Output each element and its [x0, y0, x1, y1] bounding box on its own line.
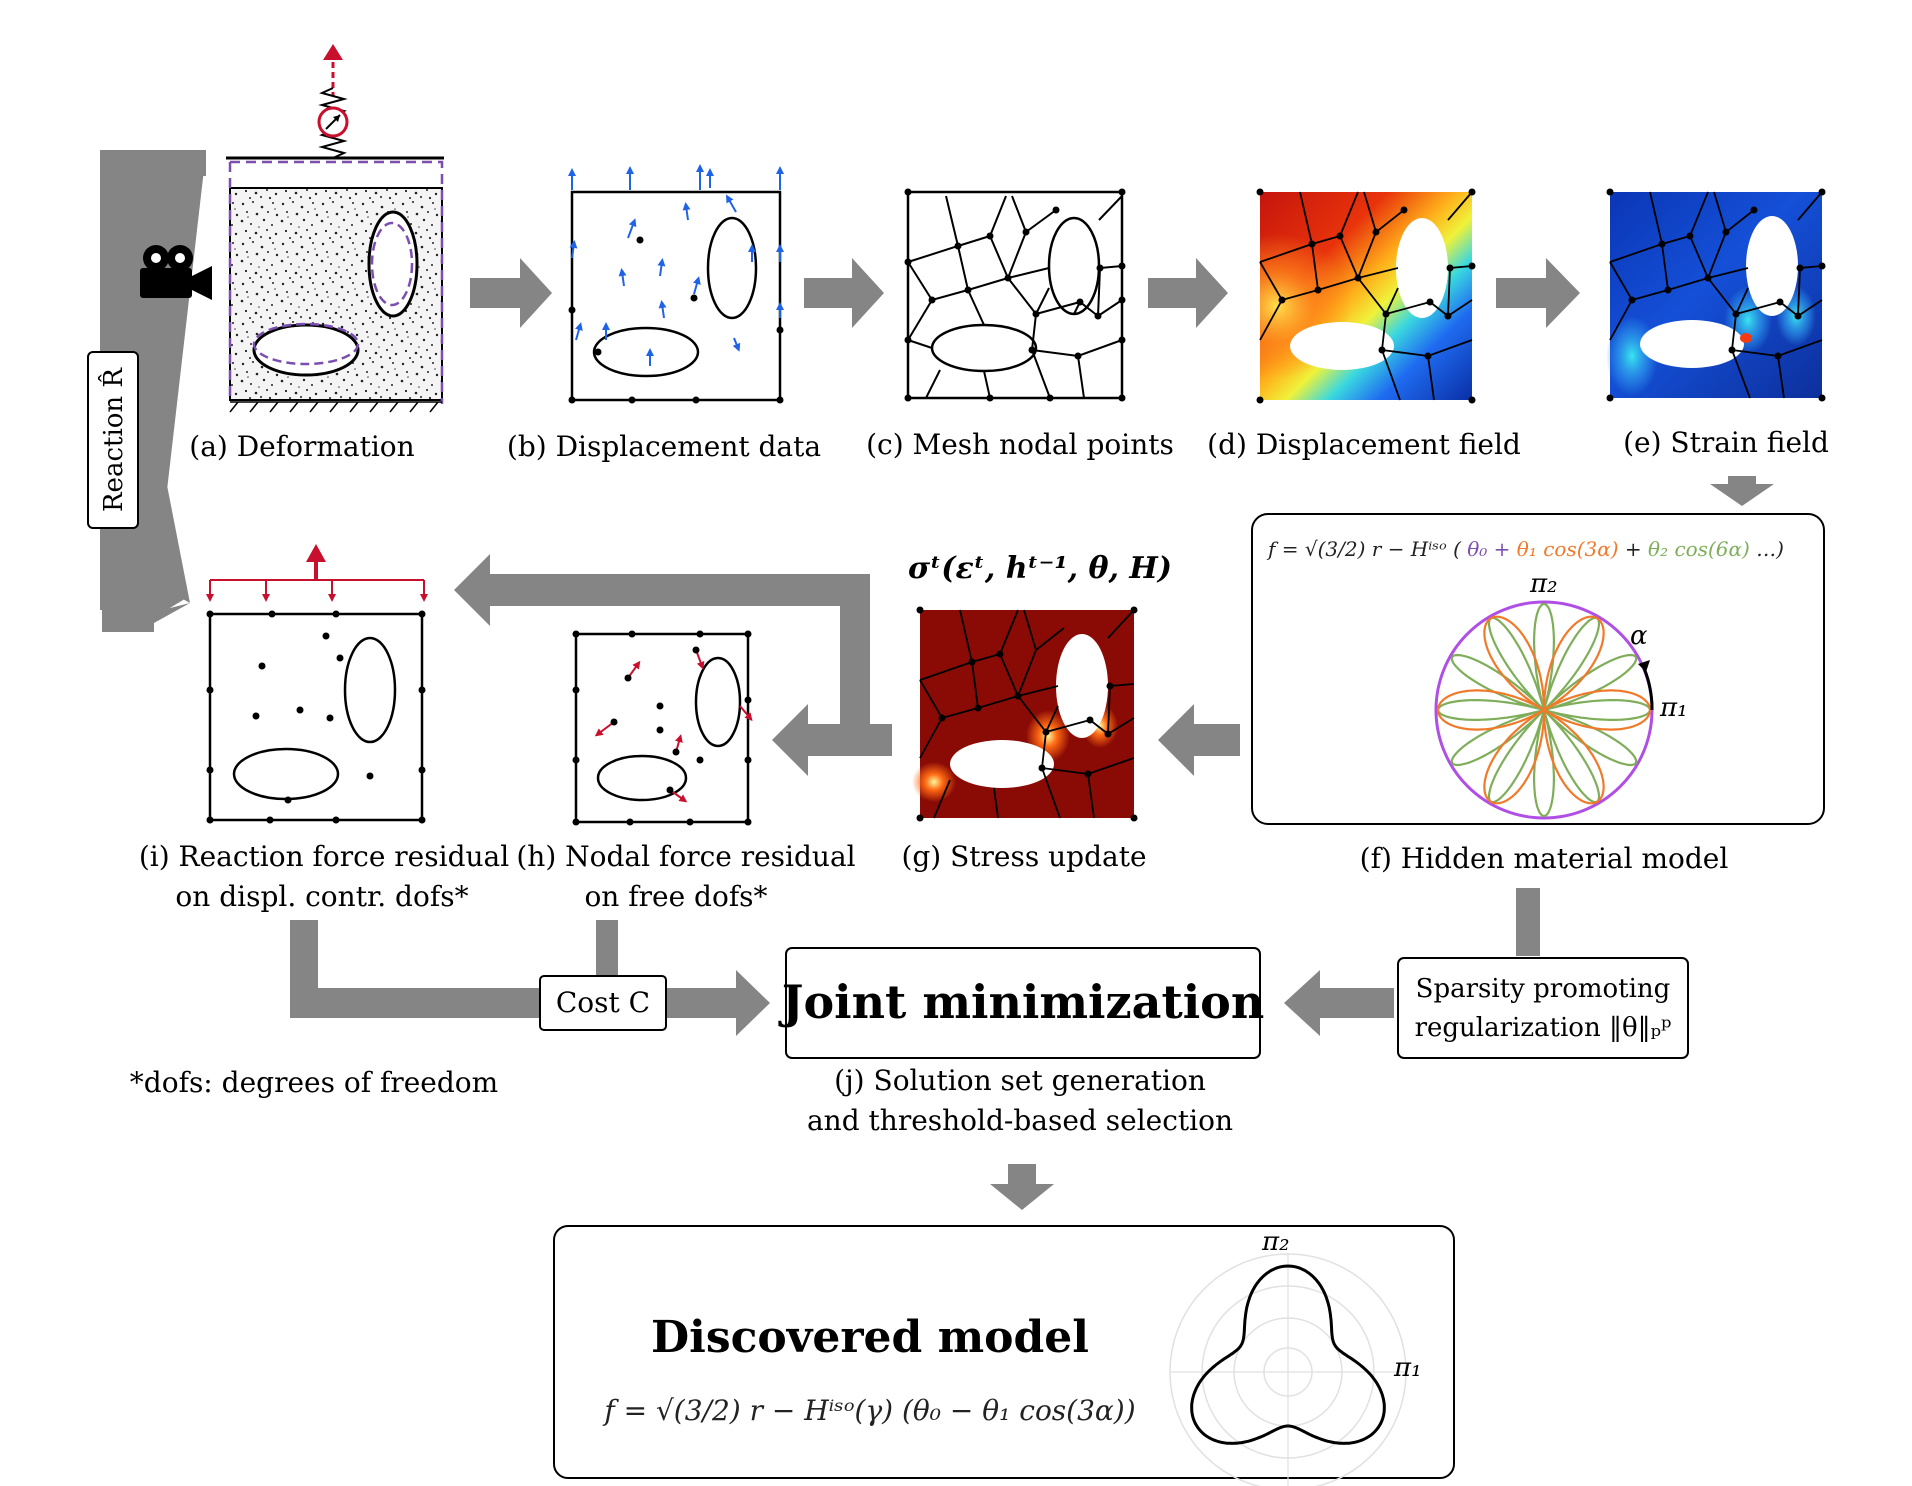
- petal-curve-orange: [1436, 615, 1652, 805]
- arrow-b-to-c: [804, 258, 884, 328]
- cost-box: Cost C: [539, 975, 667, 1031]
- arrow-e-to-f: [1710, 476, 1774, 506]
- caption-d: (d) Displacement field: [1207, 428, 1521, 461]
- hidden-formula-head: f = √(3/2) r − Hⁱˢᵒ (: [1266, 537, 1462, 561]
- alpha-label: α: [1630, 621, 1648, 651]
- deformed-outline: [230, 160, 444, 404]
- sparsity-box: Sparsity promoting regularization ‖θ‖ₚᵖ: [1397, 957, 1689, 1059]
- discovered-yield-curve: [1190, 1264, 1386, 1445]
- arrow-d-to-e: [1496, 258, 1580, 328]
- camera-icon: [140, 245, 212, 300]
- discovered-formula: f = √(3/2) r − Hⁱˢᵒ(γ) (θ₀ − θ₁ cos(3α)): [602, 1394, 1135, 1427]
- pi1-label-hidden: π₁: [1659, 693, 1688, 723]
- caption-j-line1: (j) Solution set generation: [834, 1064, 1206, 1097]
- caption-i-line2: on displ. contr. dofs*: [175, 880, 468, 913]
- caption-j-line2: and threshold-based selection: [807, 1104, 1233, 1137]
- stress-formula: σᵗ(εᵗ, hᵗ⁻¹, θ, H): [908, 551, 1172, 586]
- discovered-model-box: Discovered model f = √(3/2) r − Hⁱˢᵒ(γ) …: [553, 1225, 1455, 1486]
- hidden-formula-theta2: θ₂ cos(6α): [1648, 537, 1750, 561]
- caption-i-line1: (i) Reaction force residual: [139, 840, 509, 873]
- pi2-label-discovered: π₂: [1261, 1227, 1290, 1257]
- panel-a-deformation: [140, 44, 444, 413]
- discovered-title: Discovered model: [651, 1312, 1089, 1363]
- polar-hidden-model: [1434, 600, 1654, 820]
- arrow-i-to-joint: [290, 920, 770, 1036]
- caption-f: (f) Hidden material model: [1360, 842, 1729, 875]
- arrow-c-to-d: [1148, 258, 1228, 328]
- footnote: *dofs: degrees of freedom: [130, 1066, 498, 1099]
- panel-e-strain-field: [1606, 188, 1826, 402]
- panel-b-displacement-data: [568, 164, 784, 404]
- arrow-f-to-sparsity: [1516, 888, 1540, 956]
- hidden-model-formula: f = √(3/2) r − Hⁱˢᵒ ( θ₀ + θ₁ cos(3α) + …: [1266, 537, 1784, 561]
- arrow-h-stub: [596, 920, 618, 988]
- caption-b: (b) Displacement data: [507, 430, 821, 463]
- joint-minimization-box: Joint minimization: [778, 947, 1265, 1059]
- arrow-f-to-g: [1158, 704, 1240, 776]
- sparsity-label-line1: Sparsity promoting: [1416, 974, 1671, 1004]
- hidden-formula-tail: …): [1756, 537, 1784, 561]
- pi1-label-discovered: π₁: [1393, 1353, 1422, 1383]
- reaction-label: Reaction R̂: [98, 367, 129, 512]
- panel-g-stress-update: [912, 606, 1138, 822]
- caption-h-line1: (h) Nodal force residual: [516, 840, 855, 873]
- sparsity-label-line2: regularization ‖θ‖ₚᵖ: [1415, 1013, 1672, 1043]
- caption-a: (a) Deformation: [189, 430, 414, 463]
- panel-i-reaction-residual: [206, 544, 428, 824]
- joint-label: Joint minimization: [778, 975, 1265, 1029]
- arrow-a-to-b: [470, 258, 552, 328]
- panel-d-displacement-field: [1256, 188, 1476, 404]
- cost-label: Cost C: [556, 986, 650, 1019]
- panel-h-nodal-residual: [572, 630, 753, 826]
- panel-f-hidden-model: [1251, 513, 1825, 825]
- hidden-formula-theta0: θ₀ +: [1467, 537, 1510, 561]
- reaction-label-box: Reaction R̂: [87, 351, 139, 529]
- arrow-sparsity-to-joint: [1284, 970, 1394, 1036]
- arrow-joint-to-discovered: [990, 1164, 1054, 1210]
- caption-h-line2: on free dofs*: [584, 880, 767, 913]
- arrow-g-to-h: [772, 704, 892, 776]
- caption-c: (c) Mesh nodal points: [866, 428, 1174, 461]
- hidden-formula-theta1: θ₁ cos(3α): [1517, 537, 1619, 561]
- polar-discovered-model: [1169, 1253, 1407, 1486]
- pi2-label-hidden: π₂: [1529, 569, 1558, 599]
- caption-g: (g) Stress update: [901, 840, 1146, 873]
- caption-e: (e) Strain field: [1623, 426, 1829, 459]
- panel-c-mesh: [904, 188, 1126, 402]
- hidden-formula-plus: +: [1625, 537, 1642, 561]
- arrow-g-to-i: [454, 554, 870, 724]
